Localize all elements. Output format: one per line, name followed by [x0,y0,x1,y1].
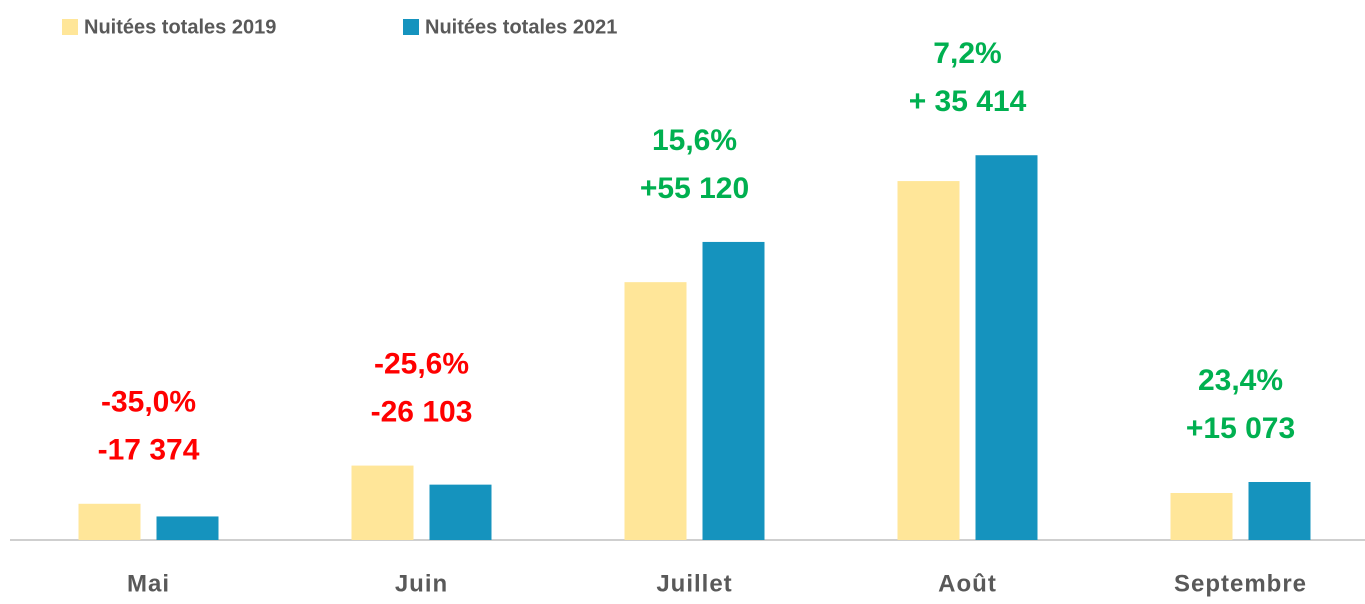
bar [429,484,492,540]
bar [78,503,141,540]
x-tick-label: Juillet [656,570,732,597]
bar [975,155,1038,540]
x-tick-label: Août [938,570,997,597]
annotation-pct: 7,2% [933,37,1001,70]
bar [1170,492,1233,540]
annotation-diff: +15 073 [1186,412,1295,445]
legend-swatch [62,19,78,35]
annotation-pct: 23,4% [1198,364,1283,397]
x-tick-label: Juin [395,570,448,597]
annotation-pct: 15,6% [652,124,737,157]
bar [351,465,414,540]
annotation-diff: -26 103 [371,396,473,429]
annotation-pct: -35,0% [101,386,196,419]
bar [156,516,219,540]
legend-label: Nuitées totales 2019 [84,16,276,38]
bar [702,241,765,540]
bar [1248,481,1311,540]
annotation-diff: -17 374 [98,434,200,467]
bar [624,282,687,540]
x-tick-label: Mai [127,570,170,597]
legend-swatch [403,19,419,35]
legend-label: Nuitées totales 2021 [425,16,617,38]
annotation-diff: +55 120 [640,172,749,205]
annotation-pct: -25,6% [374,348,469,381]
annotation-diff: + 35 414 [909,85,1027,118]
x-tick-label: Septembre [1174,570,1307,597]
bar [897,181,960,540]
